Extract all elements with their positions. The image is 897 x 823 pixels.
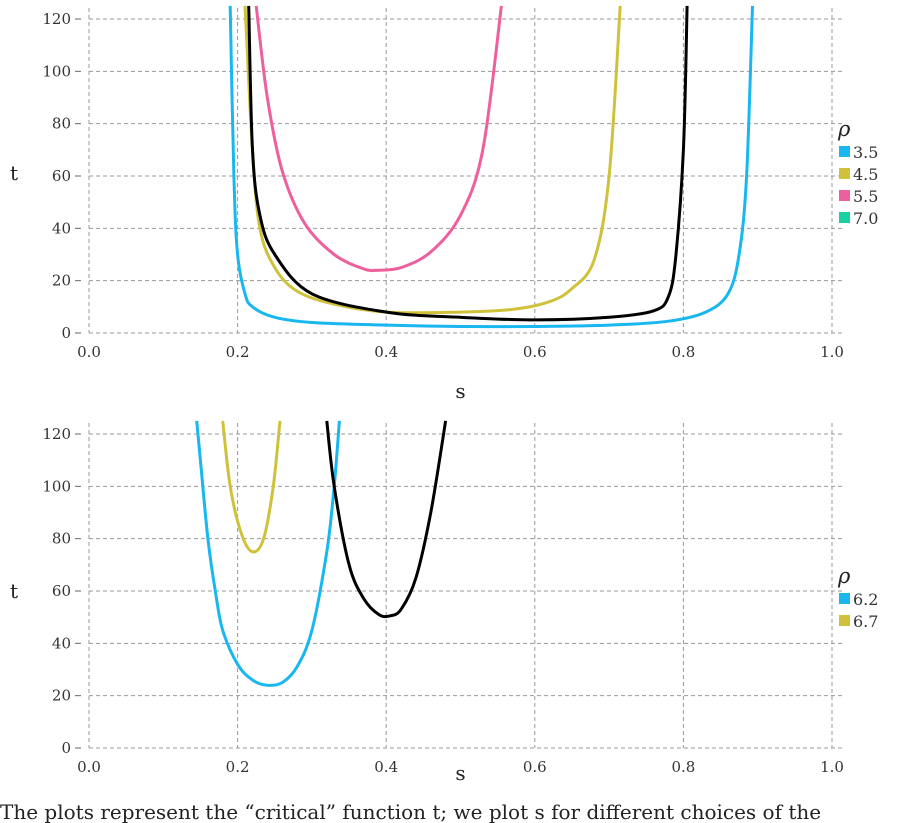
x-tick-label: 0.6 — [523, 758, 547, 776]
y-tick-label: 20 — [52, 272, 71, 290]
series-group — [228, 5, 754, 329]
x-tick-label: 1.0 — [820, 758, 844, 776]
x-tick-label: 0.2 — [226, 758, 250, 776]
y-tick-label: 120 — [42, 425, 71, 443]
chart-panel-1: 0.0 0.2 0.4 0.6 0.8 1.0 0 20 40 60 80 100 120 s t ρ3.5 4… — [10, 5, 878, 403]
y-tick-label: 100 — [42, 477, 71, 495]
legend-swatch — [839, 615, 850, 626]
legend-label: 5.5 — [853, 187, 878, 206]
legend-swatch — [839, 168, 850, 179]
chart-panel-2: 0.0 0.2 0.4 0.6 0.8 1.0 0 20 40 60 80 100 120 s t ρ6.2 6… — [10, 420, 878, 785]
series-line-1 — [228, 5, 754, 329]
legend: ρ6.2 6.7 — [837, 564, 878, 631]
series-line-3 — [254, 5, 503, 273]
y-tick-label: 80 — [52, 115, 71, 133]
chart-figure: 0.0 0.2 0.4 0.6 0.8 1.0020406080100120stρ3.54… — [10, 5, 878, 785]
x-tick-label: 0.0 — [77, 758, 101, 776]
legend-label: 7.0 — [853, 209, 878, 228]
series-line-3 — [325, 420, 448, 619]
y-tick-label: 80 — [52, 530, 71, 548]
y-tick-label: 60 — [52, 167, 71, 185]
series-line-2 — [243, 5, 622, 315]
legend: ρ3.5 4.5 5.5 7.0 — [837, 117, 878, 228]
y-tick-label: 0 — [61, 324, 71, 342]
legend-title: ρ — [837, 117, 851, 141]
x-tick-label: 0.4 — [374, 343, 398, 361]
y-tick-label: 120 — [42, 10, 71, 28]
series-group — [195, 420, 448, 687]
legend-swatch — [839, 190, 850, 201]
y-tick-label: 40 — [52, 634, 71, 652]
x-axis-label: s — [455, 379, 465, 403]
legend-label: 3.5 — [853, 143, 878, 162]
figure-caption: The plots represent the “critical” funct… — [0, 800, 822, 823]
y-axis-label: t — [10, 579, 18, 603]
legend-swatch — [839, 146, 850, 157]
y-tick-label: 40 — [52, 219, 71, 237]
x-tick-label: 0.8 — [671, 343, 695, 361]
y-tick-label: 60 — [52, 582, 71, 600]
y-tick-label: 0 — [61, 739, 71, 757]
x-tick-label: 0.8 — [671, 758, 695, 776]
y-tick-label: 100 — [42, 62, 71, 80]
legend-label: 4.5 — [853, 165, 878, 184]
legend-title: ρ — [837, 564, 851, 588]
x-tick-label: 0.4 — [374, 758, 398, 776]
x-tick-label: 0.2 — [226, 343, 250, 361]
x-tick-label: 0.6 — [523, 343, 547, 361]
series-line-2 — [221, 420, 282, 554]
y-tick-label: 20 — [52, 687, 71, 705]
x-tick-label: 1.0 — [820, 343, 844, 361]
series-line-4 — [247, 5, 689, 322]
legend-swatch — [839, 212, 850, 223]
series-line-1 — [195, 420, 341, 687]
x-tick-label: 0.0 — [77, 343, 101, 361]
legend-label: 6.7 — [853, 612, 878, 631]
x-axis-label: s — [455, 761, 465, 785]
legend-swatch — [839, 593, 850, 604]
y-axis-label: t — [10, 161, 18, 185]
legend-label: 6.2 — [853, 590, 878, 609]
